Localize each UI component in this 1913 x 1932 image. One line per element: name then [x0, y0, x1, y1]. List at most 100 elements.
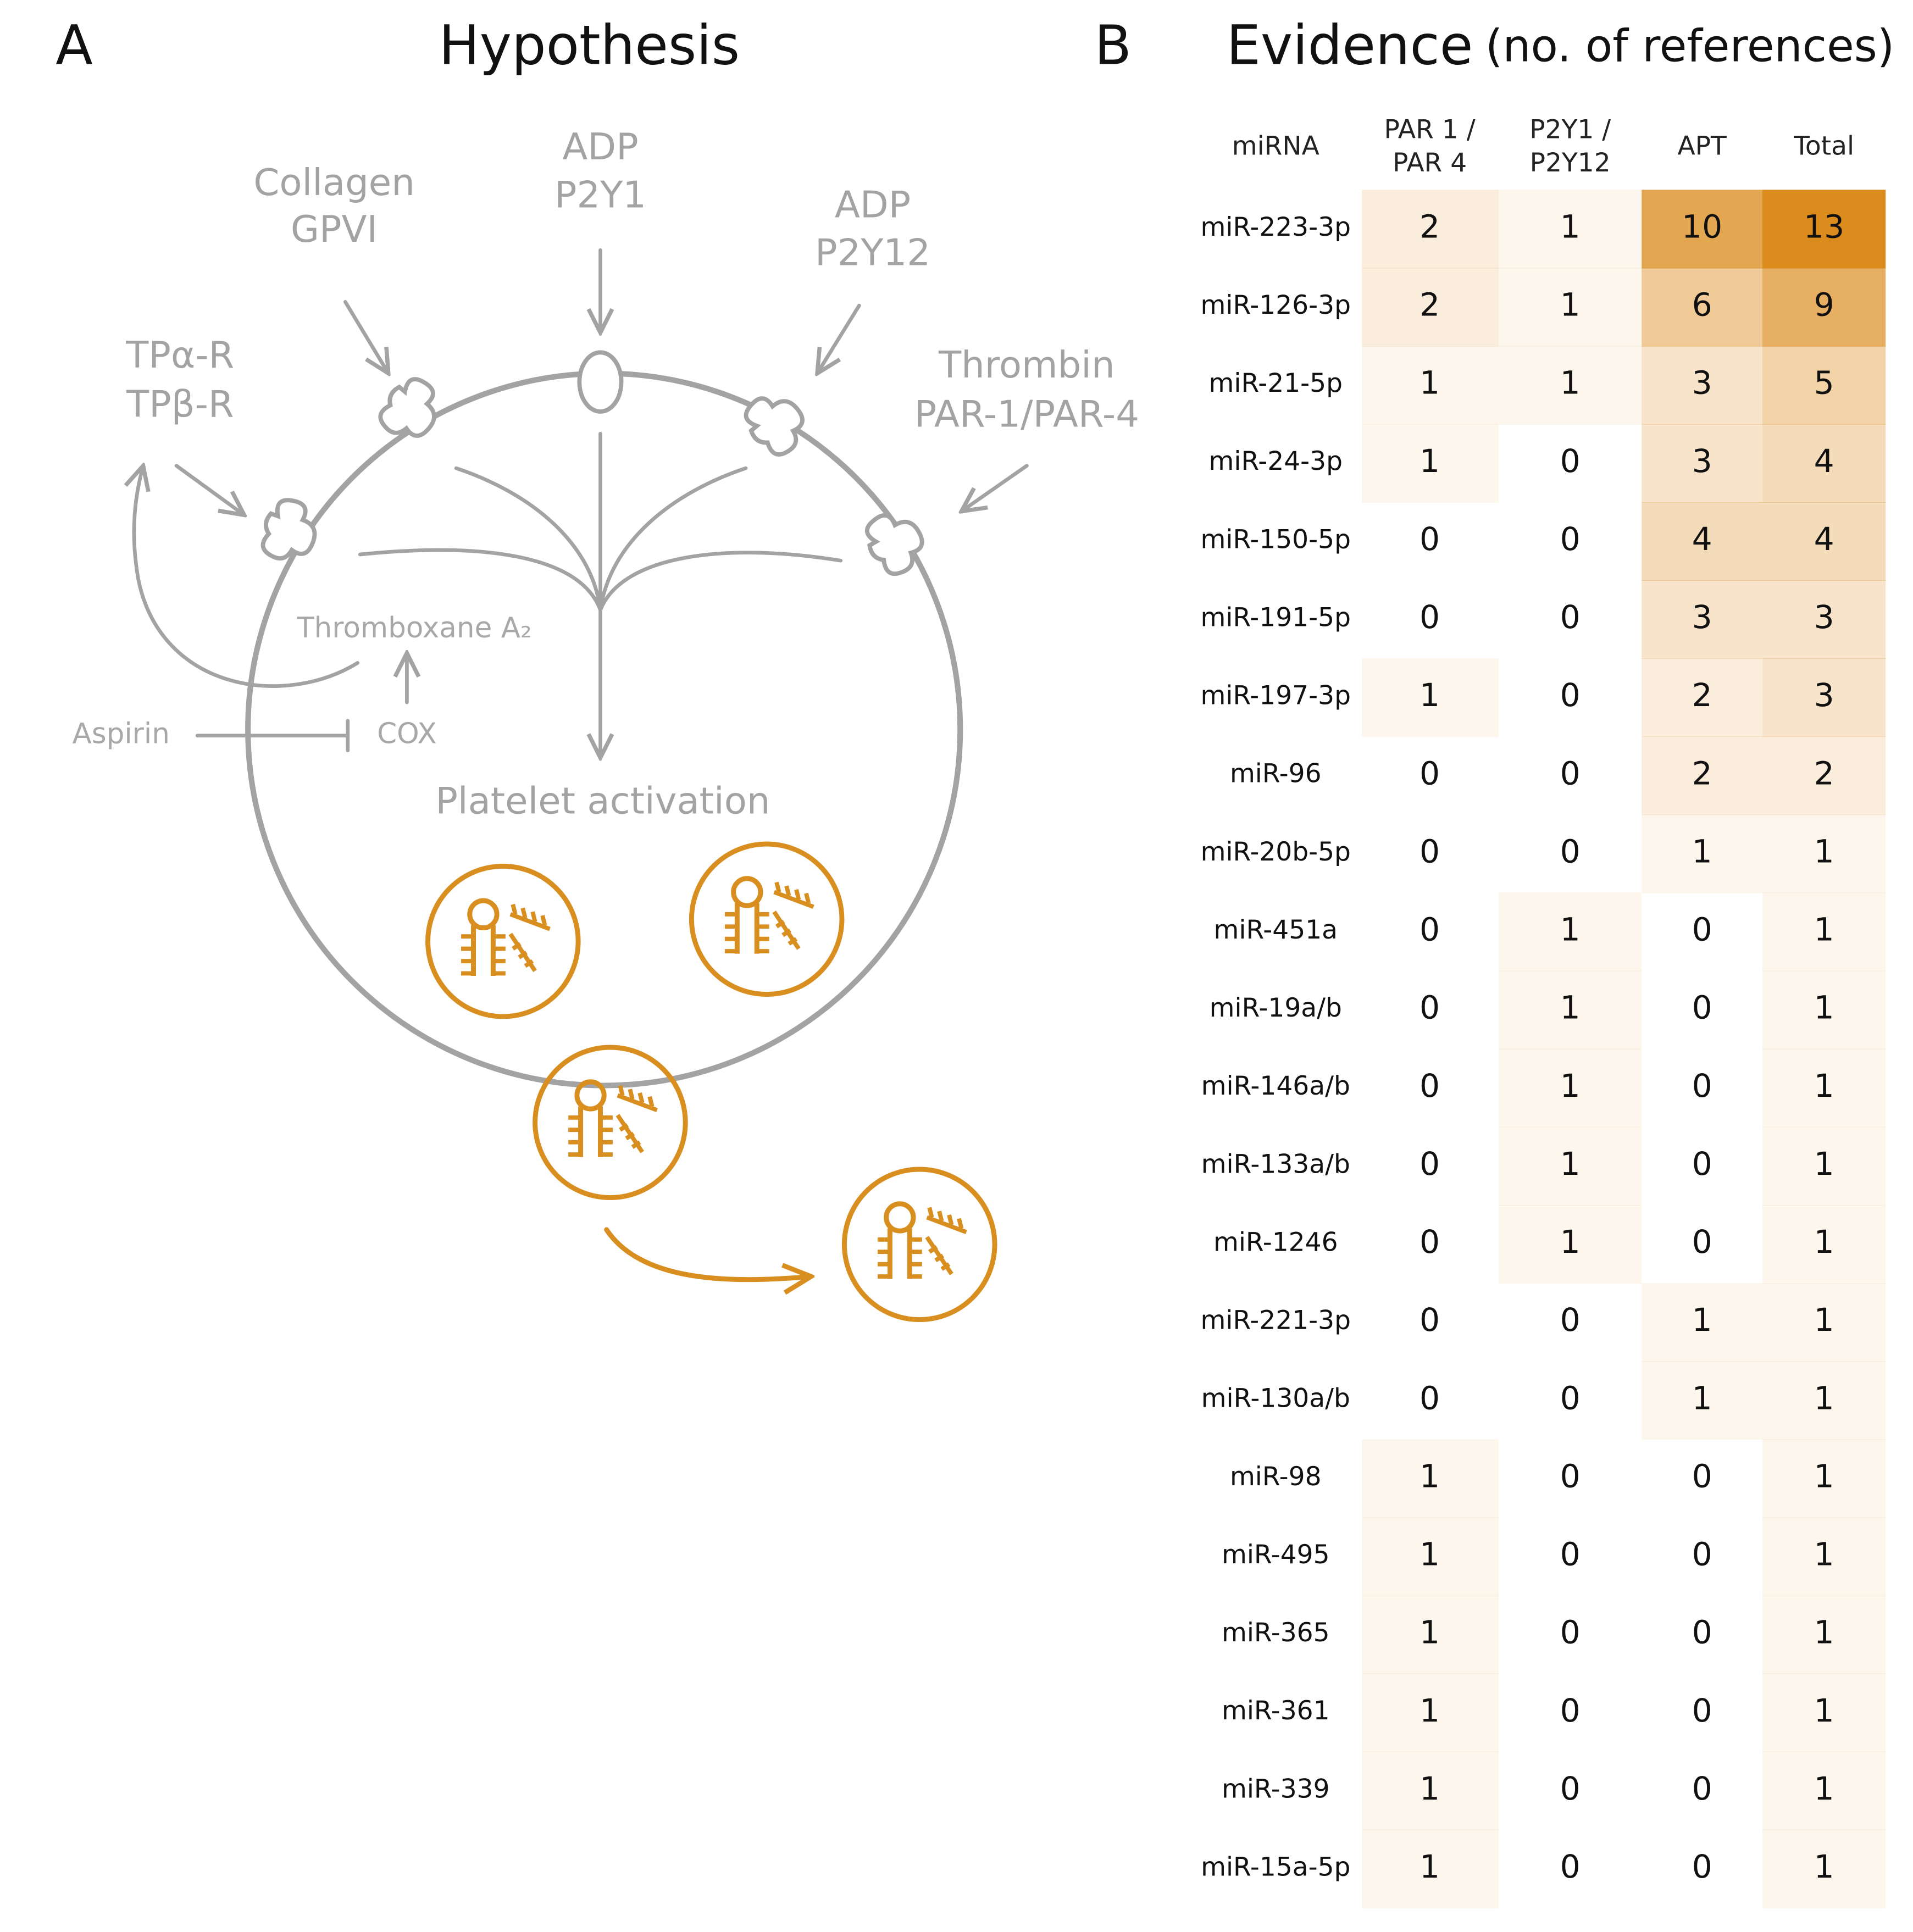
column-header: Total — [1793, 131, 1854, 162]
label: Platelet activation — [435, 780, 770, 823]
cell-value: 3 — [1814, 676, 1834, 714]
cell-value: 3 — [1692, 598, 1712, 636]
column-header: P2Y1 / — [1529, 114, 1611, 145]
title: Evidence — [1227, 14, 1473, 77]
cell-value: 1 — [1814, 832, 1834, 870]
label: ADP — [562, 125, 638, 168]
inhibition-line — [195, 719, 350, 752]
cell-value: 1 — [1560, 1067, 1581, 1104]
row-label: miR-150-5p — [1201, 524, 1351, 554]
heat-cell — [1762, 814, 1886, 893]
row-label: miR-126-3p — [1201, 290, 1351, 320]
label: Thromboxane A₂ — [296, 612, 532, 645]
heat-cell — [1762, 1829, 1886, 1909]
cell-value: 0 — [1692, 1145, 1712, 1182]
row-label: miR-221-3p — [1201, 1306, 1351, 1336]
receptor — [744, 396, 805, 457]
heat-cell — [1362, 424, 1499, 503]
heat-cell — [1762, 1673, 1886, 1752]
heat-cell — [1362, 1829, 1499, 1909]
cell-value: 0 — [1692, 1067, 1712, 1104]
cell-value: 0 — [1419, 1379, 1440, 1417]
heat-cell — [1642, 1361, 1762, 1440]
cell-value: 1 — [1814, 1379, 1834, 1417]
cell-value: 0 — [1560, 598, 1581, 636]
cell-value: 0 — [1692, 1536, 1712, 1573]
cell-value: 0 — [1560, 1379, 1581, 1417]
cell-value: 1 — [1814, 1692, 1834, 1729]
cell-value: 0 — [1419, 1223, 1440, 1261]
column-header: miRNA — [1232, 131, 1319, 162]
heat-cell — [1362, 1673, 1499, 1752]
row-label: miR-146a/b — [1201, 1071, 1350, 1101]
cell-value: 3 — [1692, 442, 1712, 480]
heat-cell — [1642, 814, 1762, 893]
signal-line — [454, 466, 602, 612]
cell-value: 0 — [1419, 754, 1440, 792]
cell-value: 1 — [1419, 676, 1440, 714]
feedback-arrow — [134, 466, 360, 688]
cell-value: 0 — [1419, 598, 1440, 636]
heat-cell — [1499, 892, 1642, 971]
row-label: miR-197-3p — [1201, 681, 1351, 711]
cell-value: 1 — [1814, 1848, 1834, 1885]
column-header: APT — [1677, 131, 1727, 162]
cell-value: 1 — [1814, 1614, 1834, 1651]
cell-value: 1 — [1814, 1536, 1834, 1573]
cell-value: 1 — [1692, 1301, 1712, 1339]
heat-cell — [1762, 580, 1886, 659]
cell-value: 1 — [1814, 1067, 1834, 1104]
heat-cell — [1762, 1126, 1886, 1206]
cell-value: 0 — [1560, 1848, 1581, 1885]
cell-value: 1 — [1560, 911, 1581, 948]
cell-value: 0 — [1560, 1692, 1581, 1729]
cell-value: 0 — [1560, 1457, 1581, 1495]
cell-value: 1 — [1814, 911, 1834, 948]
cell-value: 0 — [1692, 1614, 1712, 1651]
cell-value: 2 — [1814, 754, 1834, 792]
cell-value: 0 — [1560, 1770, 1581, 1807]
heat-cell — [1762, 502, 1886, 581]
cell-value: 4 — [1814, 442, 1834, 480]
heat-cell — [1499, 268, 1642, 347]
cell-value: 0 — [1560, 1614, 1581, 1651]
cell-value: 9 — [1814, 286, 1834, 324]
cell-value: 1 — [1814, 1145, 1834, 1182]
cell-value: 0 — [1419, 989, 1440, 1026]
column-header: PAR 4 — [1393, 148, 1467, 178]
signal-line — [598, 466, 748, 612]
heat-cell — [1642, 424, 1762, 503]
heat-cell — [1762, 1361, 1886, 1440]
cell-value: 1 — [1419, 1770, 1440, 1807]
row-label: miR-365 — [1222, 1618, 1330, 1648]
agonist-arrow — [174, 464, 244, 515]
heat-cell — [1362, 268, 1499, 347]
vesicle — [533, 1045, 688, 1201]
heat-cell — [1499, 970, 1642, 1050]
row-label: miR-223-3p — [1201, 212, 1351, 242]
cell-value: 0 — [1692, 1457, 1712, 1495]
panel-title: Evidence (no. of references) — [1227, 14, 1895, 77]
heat-cell — [1362, 346, 1499, 425]
cell-value: 0 — [1692, 1770, 1712, 1807]
label: GPVI — [291, 208, 378, 251]
row-label: miR-451a — [1214, 915, 1338, 945]
receptor — [378, 377, 436, 438]
cell-value: 0 — [1419, 911, 1440, 948]
row-label: miR-96 — [1230, 759, 1322, 789]
heat-cell — [1642, 346, 1762, 425]
row-label: miR-339 — [1222, 1774, 1330, 1804]
heat-cell — [1362, 1517, 1499, 1596]
signal-line — [598, 551, 843, 612]
cell-value: 1 — [1560, 1223, 1581, 1261]
label: PAR-1/PAR-4 — [914, 392, 1139, 435]
label: P2Y1 — [555, 173, 646, 216]
panel-label: B — [1094, 14, 1132, 77]
cell-value: 1 — [1419, 1614, 1440, 1651]
vesicle — [841, 1167, 997, 1323]
cell-value: 1 — [1814, 1770, 1834, 1807]
heat-cell — [1762, 1204, 1886, 1284]
panel-title: Hypothesis — [439, 14, 740, 77]
receptor — [577, 350, 624, 414]
